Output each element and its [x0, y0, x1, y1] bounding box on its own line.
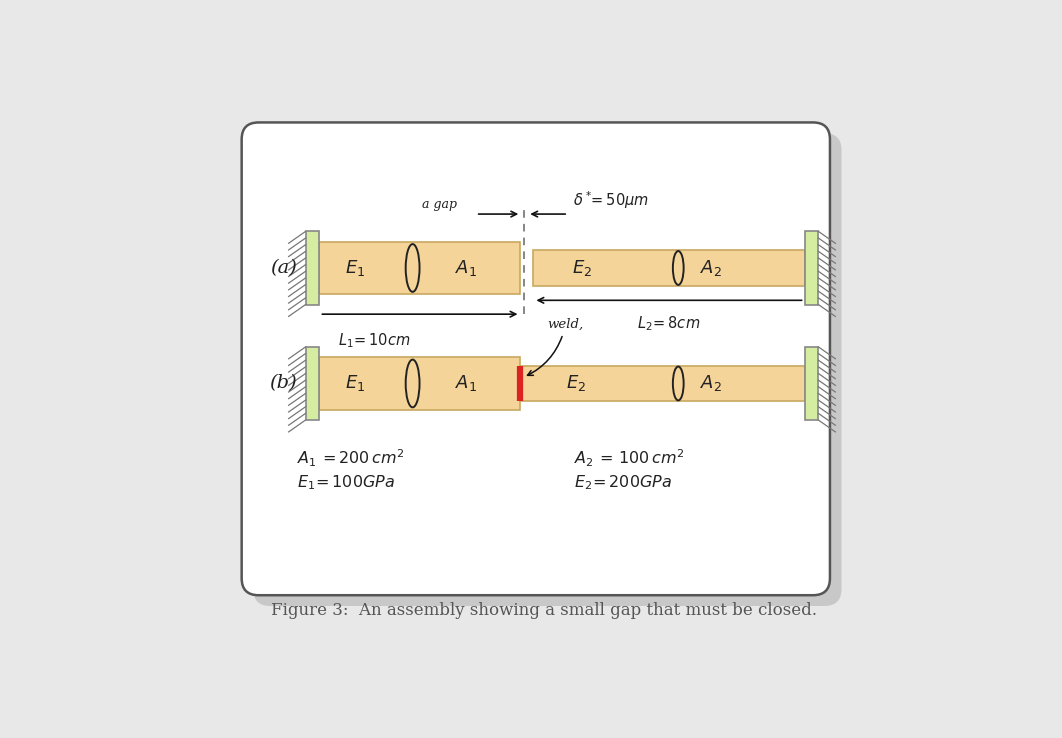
Text: $E_1$: $E_1$ [345, 373, 365, 393]
Ellipse shape [673, 251, 684, 285]
Text: $E_1\!=100GPa$: $E_1\!=100GPa$ [297, 474, 395, 492]
Bar [320, 242, 520, 294]
Text: a gap: a gap [423, 198, 458, 211]
Text: $A_2\,=\,100\,cm^2$: $A_2\,=\,100\,cm^2$ [575, 447, 685, 469]
Text: $A_1$: $A_1$ [456, 373, 478, 393]
Bar [520, 366, 805, 401]
Bar [533, 250, 805, 286]
Text: $E_2$: $E_2$ [566, 373, 586, 393]
Text: (b): (b) [270, 374, 297, 393]
Bar [805, 347, 819, 420]
Text: $\delta^*\!\!=50\mu m$: $\delta^*\!\!=50\mu m$ [572, 189, 649, 211]
Ellipse shape [673, 367, 684, 401]
Text: Figure 3:  An assembly showing a small gap that must be closed.: Figure 3: An assembly showing a small ga… [271, 602, 818, 619]
Text: $E_2$: $E_2$ [572, 258, 593, 278]
Ellipse shape [406, 244, 419, 292]
Text: $E_2\!=200GPa$: $E_2\!=200GPa$ [575, 474, 672, 492]
Text: $A_1\,=200\,cm^2$: $A_1\,=200\,cm^2$ [297, 447, 405, 469]
Bar [805, 232, 819, 305]
Text: $A_2$: $A_2$ [700, 373, 722, 393]
Text: $L_2\!=8cm$: $L_2\!=8cm$ [636, 314, 700, 333]
Bar [306, 347, 320, 420]
Ellipse shape [406, 359, 419, 407]
Text: $L_1\!=10cm$: $L_1\!=10cm$ [338, 331, 410, 350]
Text: $E_1$: $E_1$ [345, 258, 365, 278]
Bar [320, 357, 520, 410]
Text: weld,: weld, [528, 318, 584, 376]
Text: (a): (a) [270, 259, 296, 277]
Bar [306, 232, 320, 305]
FancyBboxPatch shape [253, 134, 841, 606]
Text: $A_2$: $A_2$ [700, 258, 722, 278]
Text: $A_1$: $A_1$ [456, 258, 478, 278]
FancyBboxPatch shape [242, 123, 829, 596]
